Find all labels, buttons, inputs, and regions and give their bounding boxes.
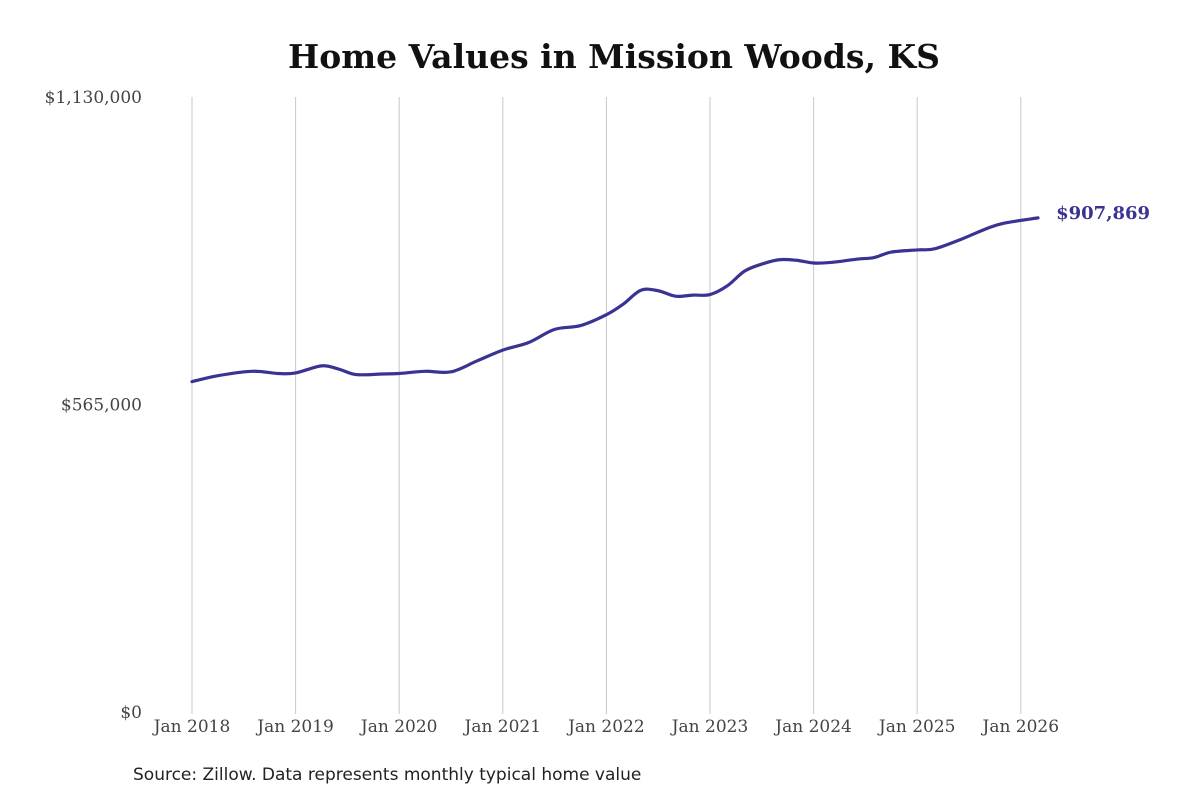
- x-tick-label: Jan 2021: [463, 717, 542, 737]
- y-axis-tick-labels: $0 $565,000 $1,130,000: [45, 88, 142, 723]
- x-tick-label: Jan 2022: [566, 717, 645, 737]
- end-value-label: $907,869: [1056, 203, 1150, 224]
- y-tick-label: $565,000: [61, 396, 142, 416]
- source-note: Source: Zillow. Data represents monthly …: [133, 765, 641, 785]
- x-tick-label: Jan 2024: [773, 717, 852, 737]
- x-tick-label: Jan 2020: [359, 717, 438, 737]
- y-tick-label: $0: [120, 703, 142, 723]
- x-tick-label: Jan 2019: [255, 717, 334, 737]
- y-tick-label: $1,130,000: [45, 88, 142, 108]
- chart-title: Home Values in Mission Woods, KS: [288, 37, 940, 76]
- x-tick-label: Jan 2025: [877, 717, 956, 737]
- x-tick-label: Jan 2023: [670, 717, 749, 737]
- x-tick-label: Jan 2018: [152, 717, 231, 737]
- series-layer: [190, 216, 1040, 384]
- series-line: [190, 216, 1040, 384]
- x-axis-tick-labels: Jan 2018 Jan 2019 Jan 2020 Jan 2021 Jan 2022…: [152, 717, 1059, 737]
- x-tick-label: Jan 2026: [981, 717, 1060, 737]
- grid-lines: [191, 97, 1022, 714]
